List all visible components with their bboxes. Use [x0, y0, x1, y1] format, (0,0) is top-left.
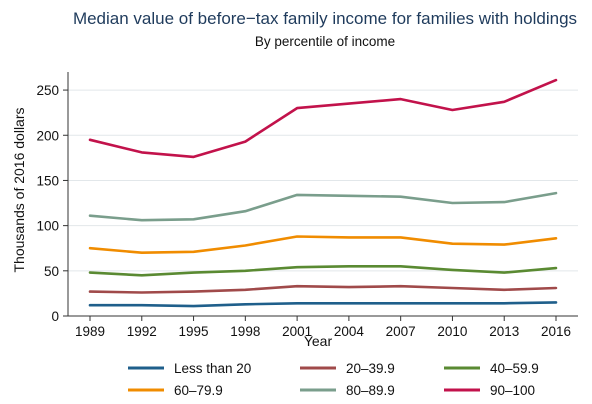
x-tick-label: 2016 [541, 324, 571, 339]
axes: 0 50 100 150 200 250 1989 1992 1995 1998 2001 2004 2… [36, 72, 578, 339]
x-axis-title: Year [304, 333, 333, 349]
chart-subtitle: By percentile of income [255, 34, 395, 49]
legend-label: 20–39.9 [346, 361, 395, 376]
x-tick-label: 1992 [127, 324, 157, 339]
x-tick-label: 1995 [179, 324, 209, 339]
legend-label: 60–79.9 [174, 383, 223, 398]
y-tick-label: 0 [51, 309, 59, 324]
series-line-4 [88, 235, 558, 254]
y-tick-label: 100 [36, 219, 59, 234]
y-tick-label: 250 [36, 83, 59, 98]
x-tick-label: 2004 [334, 324, 365, 339]
x-tick-label: 2010 [437, 324, 467, 339]
y-tick-label: 150 [36, 173, 59, 188]
series-line-2 [88, 284, 558, 294]
y-tick-label: 200 [36, 128, 59, 143]
legend-label: 40–59.9 [490, 361, 539, 376]
x-tick-label: 2013 [489, 324, 519, 339]
x-tick-label: 1989 [75, 324, 105, 339]
y-tick-label: 50 [44, 264, 59, 279]
legend: Less than 20 20–39.9 40–59.9 60–79.9 80–89.9… [128, 361, 539, 398]
series-line-5 [88, 191, 558, 222]
series-lines [88, 78, 558, 308]
chart-title: Median value of before−tax family income… [73, 9, 577, 28]
legend-label: 90–100 [490, 383, 535, 398]
x-tick-label: 1998 [230, 324, 260, 339]
legend-label: 80–89.9 [346, 383, 395, 398]
legend-label: Less than 20 [174, 361, 251, 376]
series-line-3 [88, 264, 558, 277]
y-axis-title: Thousands of 2016 dollars [11, 108, 27, 273]
series-line-6 [88, 78, 558, 159]
x-tick-label: 2007 [386, 324, 416, 339]
x-tick-label: 2001 [282, 324, 312, 339]
series-line-1 [88, 301, 558, 308]
